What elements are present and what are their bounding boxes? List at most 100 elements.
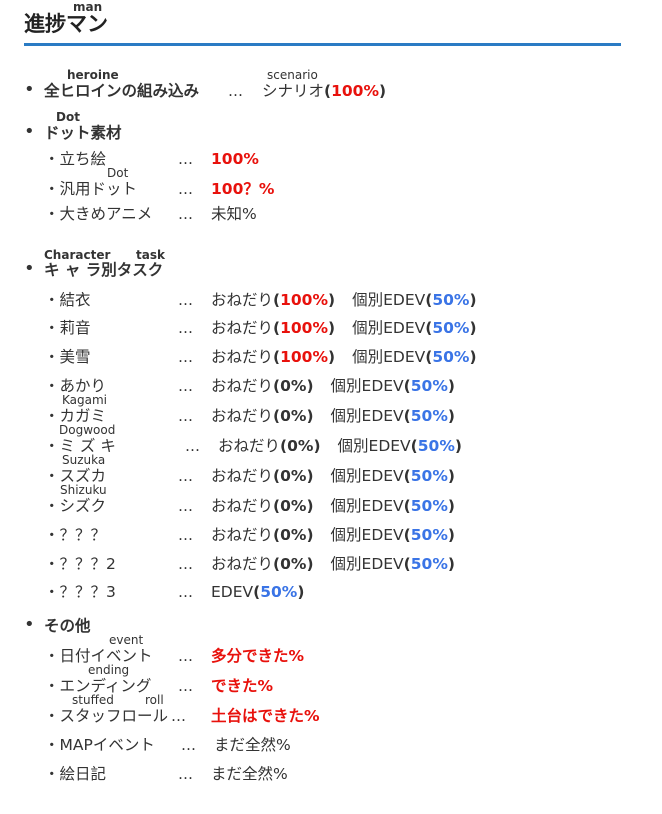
paren-open: ( [273,377,281,395]
task-status: おねだり(0%) 個別EDEV(50%) [211,496,455,516]
nedari-progress: 100% [280,319,328,337]
task-ruby: task [136,248,165,262]
edev-progress: 50% [432,291,470,309]
nedari-label: おねだり [211,291,274,309]
bullet-icon: • [24,121,35,142]
progress-value: 未知% [211,205,257,223]
nedari-progress: 0% [280,407,307,425]
paren-close: ) [306,407,314,425]
page-title: 進捗マン [24,12,108,36]
leader-dots: … [178,205,193,223]
leader-dots: … [178,526,193,544]
paren-open: ( [425,319,433,337]
leader-dots: … [178,467,193,485]
paren-open: ( [425,348,433,366]
character-name: ・シズク [44,497,107,515]
edev-progress: 50% [432,319,470,337]
task-status: おねだり(0%) 個別EDEV(50%) [211,554,455,574]
leader-dots: … [171,707,186,725]
character-ruby: Shizuku [60,483,107,497]
list-item-label: ・日付イベント [44,647,153,665]
character-name: ・？？？2 [44,555,116,573]
paren-close: ) [313,437,321,455]
item-ruby: roll [145,693,164,707]
title-ruby: man [73,0,103,14]
paren-close: ) [447,497,455,515]
section-heading: その他 [44,617,91,635]
paren-open: ( [403,407,411,425]
bullet-icon: • [24,614,35,635]
progress-value: 100？% [211,180,275,198]
leader-dots: … [178,377,193,395]
list-item-label: ・エンディング [44,677,152,695]
paren-close: ) [328,291,336,309]
paren-close: ) [306,467,314,485]
leader-dots: … [178,407,193,425]
edev-label: 個別EDEV [337,437,411,455]
nedari-label: おねだり [218,437,281,455]
progress-value: 100% [211,150,259,168]
character-name: ・？？？3 [44,583,116,601]
section-heading: ドット素材 [44,124,122,142]
nedari-progress: 0% [287,437,314,455]
paren-close: ) [447,555,455,573]
leader-dots: … [178,583,193,601]
leader-dots: … [178,319,193,337]
task-status: おねだり(100%) 個別EDEV(50%) [211,290,477,310]
nedari-progress: 0% [280,467,307,485]
nedari-label: おねだり [211,467,274,485]
character-name: ・？？？ [44,526,107,544]
paren-open: ( [403,467,411,485]
progress-value: 土台はできた% [211,707,320,725]
leader-dots: … [178,348,193,366]
leader-dots: … [178,180,193,198]
nedari-label: おねだり [211,377,274,395]
task-status: おねだり(0%) 個別EDEV(50%) [211,466,455,486]
leader-dots: … [178,765,193,783]
nedari-label: おねだり [211,526,274,544]
leader-dots: … [178,647,193,665]
paren-open: ( [273,291,281,309]
paren-open: ( [403,377,411,395]
item-ruby: event [109,633,144,647]
list-item-label: ・スタッフロール [44,707,169,725]
scenario-status: シナリオ(100%) [262,81,386,101]
edev-progress: 50% [410,555,448,573]
section-heading: 全ヒロインの組み込み [44,82,200,100]
bullet-icon: • [24,258,35,279]
character-name: ・結衣 [44,291,91,309]
edev-progress: 50% [410,407,448,425]
paren-open: ( [273,407,281,425]
item-ruby: stuffed [72,693,114,707]
item-ruby: Dot [107,166,129,180]
edev-label: 個別EDEV [330,555,404,573]
paren-open: ( [403,555,411,573]
paren-open: ( [425,291,433,309]
edev-progress: 50% [410,526,448,544]
leader-dots: … [178,291,193,309]
dot-ruby: Dot [56,110,80,124]
paren-close: ) [454,437,462,455]
paren-open: ( [273,555,281,573]
paren-close: ) [328,348,336,366]
paren-open: ( [403,497,411,515]
paren-open: ( [403,526,411,544]
character-ruby: Suzuka [62,453,106,467]
character-ruby: Character [44,248,111,262]
paren-close: ) [379,82,387,100]
task-status: おねだり(0%) 個別EDEV(50%) [211,525,455,545]
leader-dots: … [178,555,193,573]
paren-close: ) [306,497,314,515]
edev-progress: 50% [260,583,298,601]
task-status: おねだり(100%) 個別EDEV(50%) [211,347,477,367]
edev-progress: 50% [410,497,448,515]
leader-dots: … [181,736,196,754]
paren-close: ) [469,319,477,337]
nedari-progress: 0% [280,526,307,544]
character-name: ・莉音 [44,319,91,337]
leader-dots: … [178,150,193,168]
character-name: ・カガミ [44,407,107,425]
paren-close: ) [306,526,314,544]
nedari-label: おねだり [211,319,274,337]
nedari-progress: 0% [280,555,307,573]
